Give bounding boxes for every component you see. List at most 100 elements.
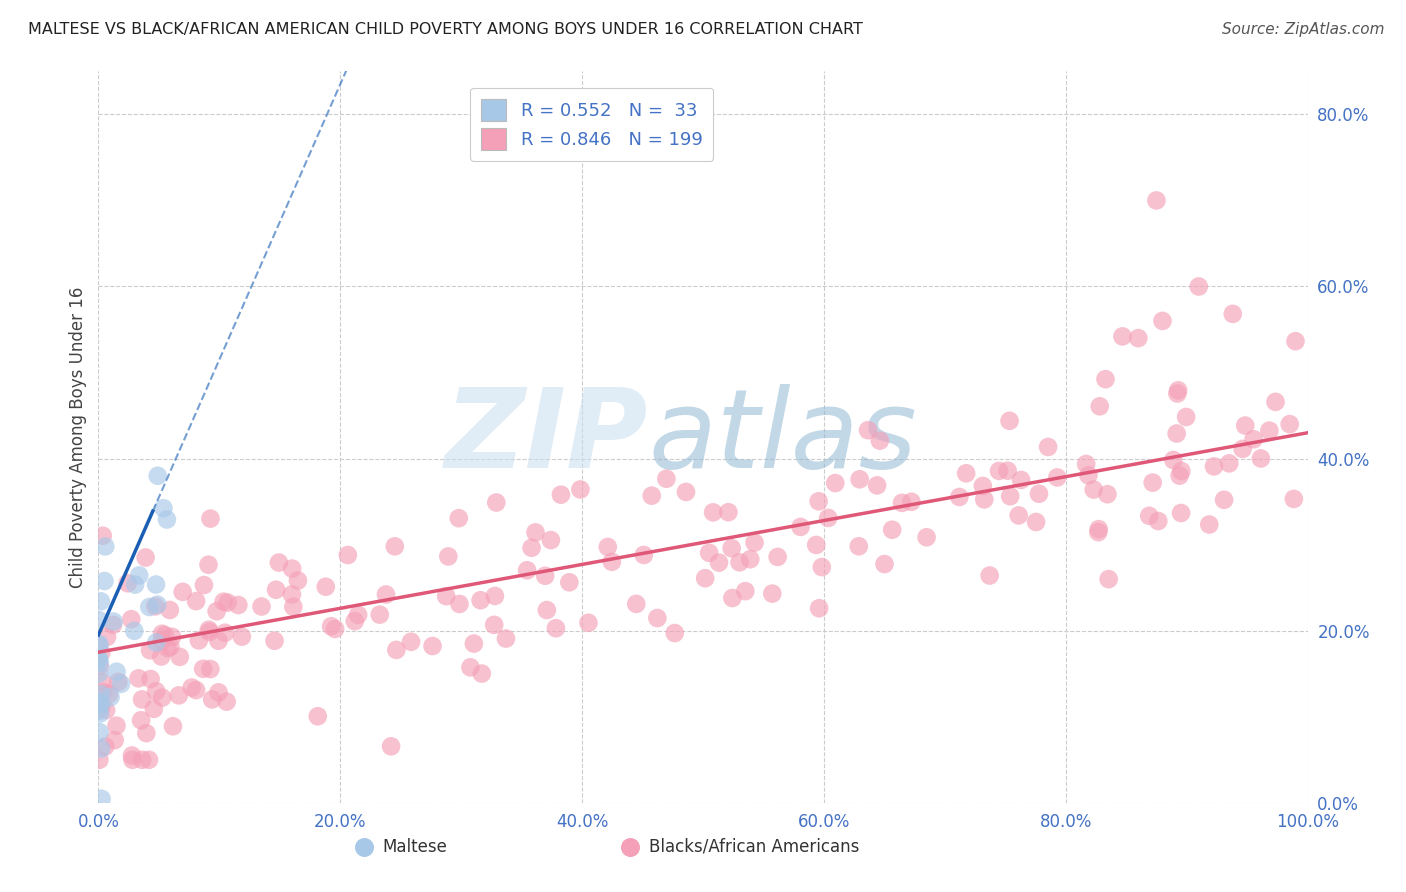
Point	[212, 595, 235, 609]
Point	[1098, 572, 1121, 586]
Point	[988, 464, 1011, 478]
Point	[399, 635, 422, 649]
Point	[156, 512, 179, 526]
Point	[1168, 468, 1191, 483]
Point	[117, 576, 139, 591]
Point	[90, 687, 112, 701]
Point	[100, 690, 122, 704]
Point	[90, 594, 112, 608]
Point	[169, 649, 191, 664]
Point	[152, 501, 174, 516]
Point	[811, 560, 834, 574]
Point	[94, 540, 117, 554]
Point	[129, 713, 152, 727]
Point	[89, 695, 111, 709]
Point	[198, 623, 221, 637]
Point	[1250, 451, 1272, 466]
Point	[721, 591, 744, 605]
Point	[1137, 508, 1160, 523]
Point	[1213, 492, 1236, 507]
Point	[1166, 386, 1188, 401]
Point	[1284, 334, 1306, 349]
Point	[159, 603, 181, 617]
Point	[89, 706, 111, 721]
Point	[1218, 456, 1240, 470]
Text: ZIP: ZIP	[446, 384, 648, 491]
Point	[146, 468, 169, 483]
Point	[315, 580, 337, 594]
Point	[380, 739, 402, 754]
Point	[89, 753, 111, 767]
Point	[90, 741, 112, 756]
Point	[641, 489, 664, 503]
Point	[385, 643, 408, 657]
Point	[131, 753, 153, 767]
Point	[544, 621, 567, 635]
Point	[1008, 508, 1031, 523]
Point	[979, 568, 1001, 582]
Point	[728, 555, 751, 569]
Point	[1142, 475, 1164, 490]
Point	[1094, 372, 1116, 386]
Point	[524, 525, 547, 540]
Point	[145, 635, 167, 649]
Point	[375, 587, 398, 601]
Point	[619, 847, 641, 862]
Point	[191, 662, 214, 676]
Point	[1188, 279, 1211, 293]
Point	[138, 599, 160, 614]
Point	[869, 434, 891, 448]
Point	[536, 603, 558, 617]
Point	[187, 633, 209, 648]
Point	[103, 615, 125, 629]
Point	[205, 604, 228, 618]
Point	[972, 479, 994, 493]
Point	[150, 626, 173, 640]
Point	[1166, 426, 1188, 441]
Point	[470, 593, 492, 607]
Point	[139, 672, 162, 686]
Point	[434, 589, 457, 603]
Point	[201, 692, 224, 706]
Point	[94, 703, 117, 717]
Point	[808, 601, 831, 615]
Point	[368, 607, 391, 622]
Point	[105, 719, 128, 733]
Point	[717, 505, 740, 519]
Point	[207, 685, 229, 699]
Point	[150, 649, 173, 664]
Point	[437, 549, 460, 564]
Point	[347, 607, 370, 622]
Point	[198, 625, 221, 640]
Point	[1097, 487, 1119, 501]
Point	[87, 639, 110, 653]
Point	[162, 719, 184, 733]
Point	[1170, 464, 1192, 478]
Point	[734, 584, 756, 599]
Point	[101, 617, 124, 632]
Point	[146, 598, 169, 612]
Point	[307, 709, 329, 723]
Point	[1278, 417, 1301, 431]
Point	[128, 568, 150, 582]
Point	[1087, 522, 1109, 536]
Point	[121, 748, 143, 763]
Point	[720, 541, 742, 556]
Point	[998, 414, 1021, 428]
Point	[558, 575, 581, 590]
Point	[449, 597, 471, 611]
Point	[866, 478, 889, 492]
Point	[184, 683, 207, 698]
Text: Source: ZipAtlas.com: Source: ZipAtlas.com	[1222, 22, 1385, 37]
Point	[633, 548, 655, 562]
Point	[93, 574, 115, 588]
Point	[89, 659, 111, 673]
Point	[569, 483, 592, 497]
Point	[156, 641, 179, 656]
Point	[184, 594, 207, 608]
Point	[761, 586, 783, 600]
Text: atlas: atlas	[648, 384, 917, 491]
Point	[145, 684, 167, 698]
Point	[110, 677, 132, 691]
Point	[422, 639, 444, 653]
